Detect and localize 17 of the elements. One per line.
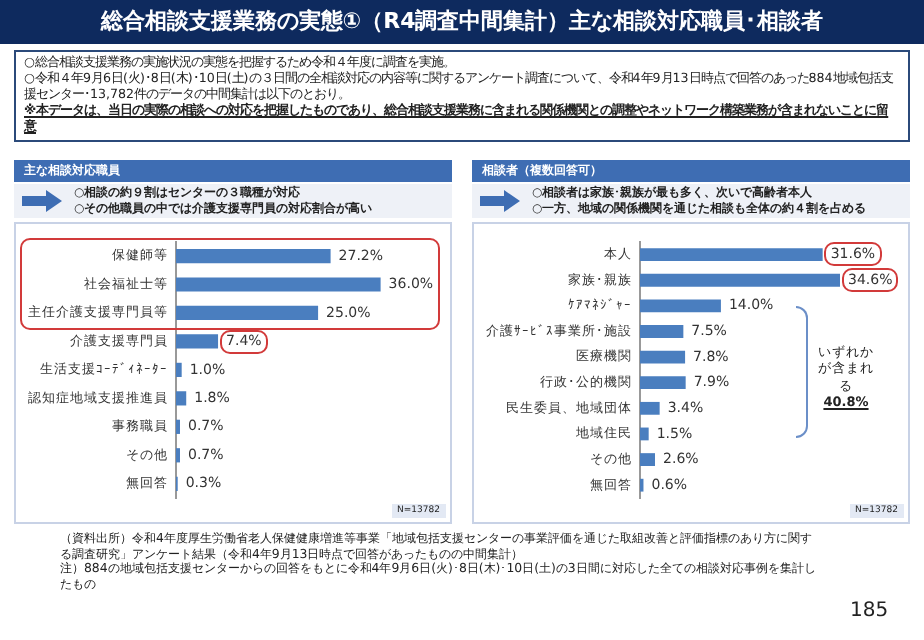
text: 総合相談支援業務の実態①（R4調査中間集計）主な相談対応職員･相談者 [0,0,924,44]
bar [176,248,331,264]
bar [640,273,840,287]
bar [640,427,649,441]
bar [176,277,381,292]
bar [176,305,319,321]
bar [640,299,721,313]
bar [176,391,187,406]
bar [640,401,660,415]
bar [640,325,684,338]
bar [176,362,182,378]
bar [640,350,686,364]
bar [640,248,823,262]
bar [176,334,219,349]
bar [640,376,686,390]
bar [640,453,656,466]
text: 185 [850,600,889,622]
